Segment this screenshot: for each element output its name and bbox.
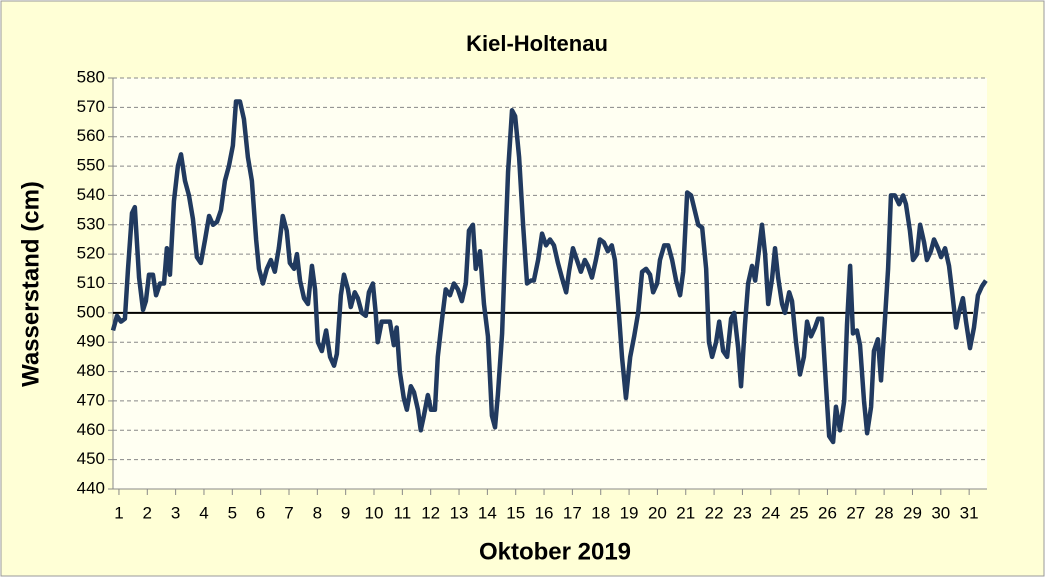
y-tick-label: 540: [77, 185, 105, 204]
x-tick-label: 30: [931, 503, 950, 522]
x-tick-label: 4: [199, 503, 208, 522]
y-tick-label: 450: [77, 449, 105, 468]
x-tick-label: 17: [563, 503, 582, 522]
x-tick-label: 11: [394, 503, 412, 522]
y-tick-label: 580: [77, 67, 105, 86]
x-tick-label: 8: [313, 503, 322, 522]
x-tick-label: 27: [846, 503, 865, 522]
x-tick-label: 26: [818, 503, 837, 522]
x-tick-label: 7: [284, 503, 293, 522]
y-tick-label: 510: [77, 273, 105, 292]
y-tick-label: 490: [77, 332, 105, 351]
y-tick-label: 480: [77, 361, 105, 380]
x-tick-label: 31: [960, 503, 979, 522]
x-tick-label: 24: [761, 503, 780, 522]
y-tick-label: 470: [77, 390, 105, 409]
x-tick-label: 9: [341, 503, 350, 522]
y-tick-label: 440: [77, 478, 105, 497]
x-tick-label: 16: [535, 503, 554, 522]
x-axis-label: Oktober 2019: [479, 538, 631, 565]
x-tick-label: 10: [365, 503, 384, 522]
y-tick-label: 560: [77, 126, 105, 145]
data-line: [110, 99, 988, 445]
x-tick-label: 14: [478, 503, 497, 522]
x-tick-label: 5: [228, 503, 237, 522]
chart-title: Kiel-Holtenau: [466, 31, 608, 56]
x-tick-label: 15: [506, 503, 525, 522]
x-tick-label: 28: [875, 503, 894, 522]
x-tick-label: 3: [171, 503, 180, 522]
x-tick-label: 22: [705, 503, 724, 522]
x-tick-label: 19: [620, 503, 639, 522]
y-tick-label: 530: [77, 214, 105, 233]
x-tick-label: 2: [143, 503, 152, 522]
x-tick-label: 29: [903, 503, 922, 522]
x-tick-label: 12: [421, 503, 440, 522]
x-tick-label: 13: [450, 503, 469, 522]
y-tick-label: 570: [77, 97, 105, 116]
x-tick-label: 1: [114, 503, 123, 522]
x-tick-label: 6: [256, 503, 265, 522]
x-tick-label: 20: [648, 503, 667, 522]
x-tick-label: 18: [591, 503, 610, 522]
x-tick-label: 21: [676, 503, 695, 522]
y-axis-label: Wasserstand (cm): [17, 181, 44, 387]
y-tick-label: 550: [77, 156, 105, 175]
x-tick-label: 23: [733, 503, 752, 522]
x-tick-label: 25: [790, 503, 809, 522]
y-tick-label: 460: [77, 420, 105, 439]
y-tick-label: 520: [77, 244, 105, 263]
y-tick-label: 500: [77, 302, 105, 321]
